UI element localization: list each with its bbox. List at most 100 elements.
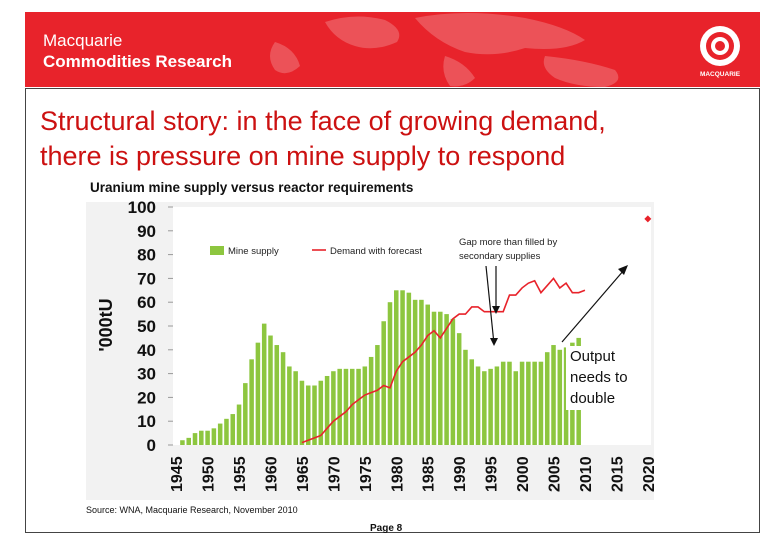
slide-frame xyxy=(25,88,760,533)
y-axis-ticks: 0 10 20 30 40 50 60 70 80 90 100 xyxy=(128,198,173,455)
y-tick-label: 60 xyxy=(137,293,156,312)
legend-label-demand: Demand with forecast xyxy=(330,246,422,257)
y-tick-label: 50 xyxy=(137,317,156,336)
bar-1948 xyxy=(192,433,198,445)
y-tick-label: 80 xyxy=(137,246,156,265)
bar-1987 xyxy=(438,311,443,445)
bar-1986 xyxy=(431,311,437,445)
bar-1955 xyxy=(236,404,242,445)
legend-swatch-mine-supply xyxy=(210,246,224,255)
bar-1959 xyxy=(261,323,267,445)
gap-annotation-line-2: secondary supplies xyxy=(459,251,541,262)
x-tick-label: 2015 xyxy=(609,456,626,492)
bar-1982 xyxy=(406,292,412,445)
bar-1999 xyxy=(513,371,519,445)
x-tick-label: 1975 xyxy=(358,456,375,492)
bar-1947 xyxy=(186,437,191,445)
x-axis-ticks: 1945 1950 1955 1960 1965 1970 1975 1980 1985 1990… xyxy=(169,456,658,492)
y-tick-label: 10 xyxy=(137,412,156,431)
callout-background xyxy=(566,346,642,410)
x-tick-label: 1960 xyxy=(263,456,280,492)
bar-1971 xyxy=(337,368,342,445)
bar-1981 xyxy=(400,290,405,445)
y-tick-label: 70 xyxy=(137,269,156,288)
gap-annotation: Gap more than filled by secondary suppli… xyxy=(459,237,560,262)
x-tick-label: 2020 xyxy=(641,456,658,492)
bar-1976 xyxy=(368,356,374,445)
bar-1970 xyxy=(331,371,336,445)
x-tick-label: 1955 xyxy=(232,456,249,492)
bar-1974 xyxy=(356,368,361,445)
gap-arrow-1 xyxy=(485,265,495,345)
bar-1954 xyxy=(230,414,236,445)
target-marker xyxy=(644,215,652,223)
bar-1946 xyxy=(180,440,185,445)
bar-1992 xyxy=(469,359,475,445)
bar-1985 xyxy=(425,304,430,445)
x-tick-label: 1945 xyxy=(169,456,186,492)
brand-name: Macquarie Commodities Research xyxy=(43,30,232,72)
bar-1983 xyxy=(412,299,418,445)
x-tick-label: 2005 xyxy=(547,456,564,492)
bar-1965 xyxy=(299,380,305,445)
x-tick-label: 1980 xyxy=(389,456,406,492)
bar-1984 xyxy=(419,299,424,445)
output-arrow-head xyxy=(618,265,628,275)
brand-line-2: Commodities Research xyxy=(43,52,232,71)
bar-2005 xyxy=(551,345,556,445)
bar-1950 xyxy=(205,430,210,445)
bar-2003 xyxy=(538,361,544,445)
demand-line xyxy=(301,277,586,444)
y-tick-label: 90 xyxy=(137,222,156,241)
bar-1967 xyxy=(312,385,317,445)
output-annotation: Output needs to double xyxy=(570,348,628,407)
x-tick-label: 1950 xyxy=(201,456,218,492)
bar-1969 xyxy=(324,375,330,445)
bar-1968 xyxy=(318,380,324,445)
bar-1988 xyxy=(444,314,449,445)
bar-1962 xyxy=(280,352,286,445)
y-tick-label: 40 xyxy=(137,341,156,360)
bar-1953 xyxy=(224,418,229,445)
bar-1960 xyxy=(268,335,273,445)
x-tick-label: 1985 xyxy=(421,456,438,492)
bar-1997 xyxy=(500,361,506,445)
bar-1994 xyxy=(482,371,487,445)
bar-2004 xyxy=(544,352,550,445)
bar-1991 xyxy=(463,349,468,445)
bar-1958 xyxy=(255,342,261,445)
bar-1966 xyxy=(305,385,311,445)
bar-2006 xyxy=(557,349,563,445)
bar-1978 xyxy=(381,321,386,445)
bar-1949 xyxy=(199,430,204,445)
bar-1957 xyxy=(249,359,254,445)
logo-text: MACQUARIE xyxy=(700,71,741,78)
x-tick-label: 1990 xyxy=(452,456,469,492)
bar-1963 xyxy=(287,366,292,445)
gap-annotation-line-1: Gap more than filled by xyxy=(459,237,557,248)
gap-arrow-2-head xyxy=(492,306,500,314)
y-tick-label: 30 xyxy=(137,365,156,384)
bar-1956 xyxy=(243,383,248,445)
bar-1995 xyxy=(488,368,493,445)
bar-1993 xyxy=(475,366,481,445)
bar-2000 xyxy=(519,361,525,445)
x-tick-label: 1965 xyxy=(295,456,312,492)
source-note: Source: WNA, Macquarie Research, Novembe… xyxy=(86,505,298,515)
bar-1979 xyxy=(387,302,393,445)
bar-1990 xyxy=(456,333,462,445)
x-tick-label: 2010 xyxy=(578,456,595,492)
legend: Mine supply Demand with forecast xyxy=(200,234,442,264)
bar-1952 xyxy=(217,423,223,445)
y-tick-label: 0 xyxy=(147,436,156,455)
bar-1977 xyxy=(375,345,380,445)
bar-2001 xyxy=(526,361,531,445)
slide-title: Structural story: in the face of growing… xyxy=(40,104,760,174)
slide-title-line-2: there is pressure on mine supply to resp… xyxy=(40,141,566,171)
bar-1973 xyxy=(349,368,355,445)
output-arrow xyxy=(561,269,625,343)
slide-title-line-1: Structural story: in the face of growing… xyxy=(40,106,606,136)
bar-1972 xyxy=(343,368,349,445)
bar-1989 xyxy=(450,318,456,445)
